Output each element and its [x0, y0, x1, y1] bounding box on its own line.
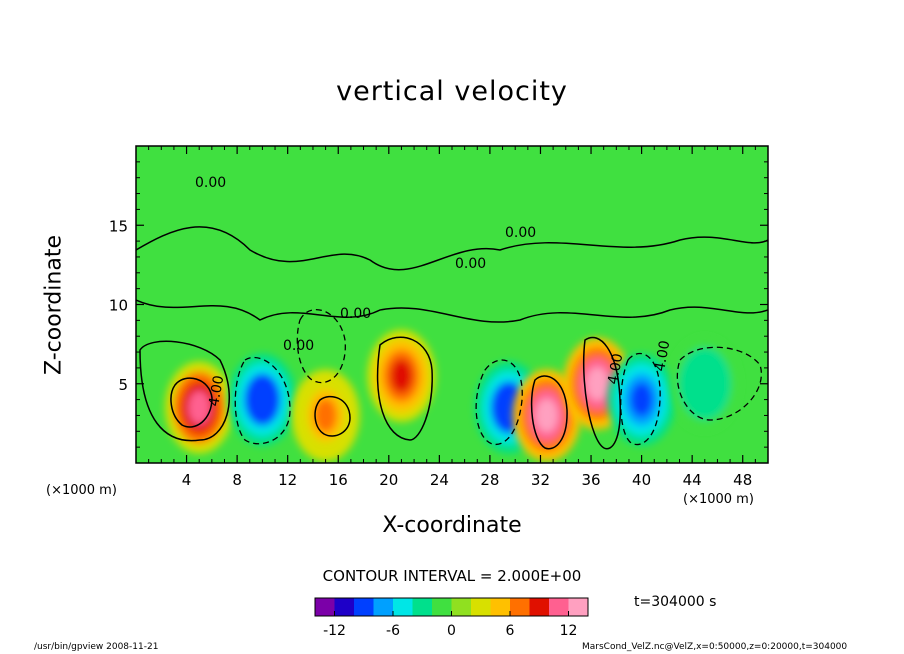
colorbar-tick-label: 6 — [506, 623, 515, 639]
x-unit-left: (×1000 m) — [46, 483, 117, 498]
contour-label: 0.00 — [505, 225, 536, 241]
x-tick-label: 8 — [232, 471, 242, 489]
time-label: t=304000 s — [634, 594, 717, 610]
colorbar-tick-label: 12 — [560, 623, 578, 639]
velocity-cell — [367, 329, 436, 422]
colorbar-swatch — [412, 598, 433, 616]
velocity-cell — [228, 353, 297, 446]
contour-line — [530, 375, 568, 450]
colorbar-tick-label: -12 — [323, 623, 346, 639]
contour-line — [234, 356, 291, 445]
contour-labels: 0.00 0.00 0.00 0.00 0.00 4.00 4.00 4.00 — [195, 175, 673, 408]
colorbar-tick-label: -6 — [386, 623, 400, 639]
contour-line — [314, 395, 351, 437]
contour-interval: CONTOUR INTERVAL = 2.000E+00 — [322, 567, 582, 585]
velocity-cell — [165, 361, 234, 454]
contour-line — [676, 346, 763, 421]
x-tick-label: 28 — [480, 471, 499, 489]
colorbar-swatch — [471, 598, 491, 616]
x-tick-label: 16 — [329, 471, 348, 489]
colorbar-swatch — [334, 598, 355, 616]
colorbar-swatch — [549, 598, 569, 616]
colorbar-ticks: -12 -6 0 6 12 — [323, 611, 577, 639]
x-tick-label: 36 — [581, 471, 600, 489]
x-tick-label: 4 — [182, 471, 192, 489]
x-tick-label: 24 — [430, 471, 449, 489]
x-tick-label: 48 — [733, 471, 752, 489]
colorbar-swatch — [354, 598, 374, 616]
chart-title: vertical velocity — [336, 76, 568, 107]
colorbar-swatch — [568, 598, 589, 616]
contour-label: 0.00 — [195, 175, 226, 191]
footer-left: /usr/bin/gpview 2008-11-21 — [34, 642, 159, 652]
x-tick-label: 32 — [531, 471, 550, 489]
contour-line — [620, 352, 661, 446]
velocity-cell — [670, 337, 739, 430]
x-axis-label: X-coordinate — [382, 513, 522, 538]
x-unit-right: (×1000 m) — [683, 492, 754, 507]
x-tick-label: 12 — [278, 471, 297, 489]
colorbar-swatch — [393, 598, 413, 616]
plot-area: 0.000.000.000.000.004.004.00 4.00 4 8 12 16 2… — [109, 145, 769, 489]
colorbar-swatch — [373, 598, 394, 616]
colorbar-swatch — [432, 598, 452, 616]
contour-line — [376, 336, 433, 441]
x-tick-label: 40 — [632, 471, 651, 489]
contour-line — [582, 336, 621, 450]
contour-lines — [136, 226, 768, 450]
contour-label: 0.00 — [340, 306, 371, 322]
contour-line — [475, 359, 523, 446]
contour-label: 4.00 — [652, 339, 673, 372]
contour-line — [136, 299, 768, 323]
colorbar-swatch — [315, 598, 335, 616]
x-tick-label: 20 — [379, 471, 398, 489]
contour-line — [139, 340, 230, 442]
contour-label: 4.00 — [605, 352, 626, 385]
footer-right: MarsCond_VelZ.nc@VelZ,x=0:50000,z=0:2000… — [582, 642, 848, 652]
colorbar-swatch — [510, 598, 530, 616]
x-axis-ticks: 4 8 12 16 20 24 28 32 36 40 44 48 — [148, 146, 756, 489]
contour-label: 0.00 — [283, 338, 314, 354]
colorbar: -12 -6 0 6 12 — [314, 597, 589, 639]
colorbar-swatch — [451, 598, 472, 616]
contour-label: 0.00 — [455, 256, 486, 272]
colorbar-swatch — [529, 598, 550, 616]
y-tick-label: 5 — [118, 376, 128, 394]
x-tick-label: 44 — [683, 471, 702, 489]
colorbar-swatch — [490, 598, 511, 616]
contour-label: 4.00 — [206, 374, 227, 407]
contour-line — [170, 377, 213, 428]
velocity-cell — [291, 369, 360, 462]
contour-line — [136, 226, 768, 271]
y-axis-ticks: 5 10 15 — [109, 161, 768, 448]
colorbar-tick-label: 0 — [447, 623, 456, 639]
y-tick-label: 15 — [109, 217, 128, 235]
y-tick-label: 10 — [109, 297, 128, 315]
